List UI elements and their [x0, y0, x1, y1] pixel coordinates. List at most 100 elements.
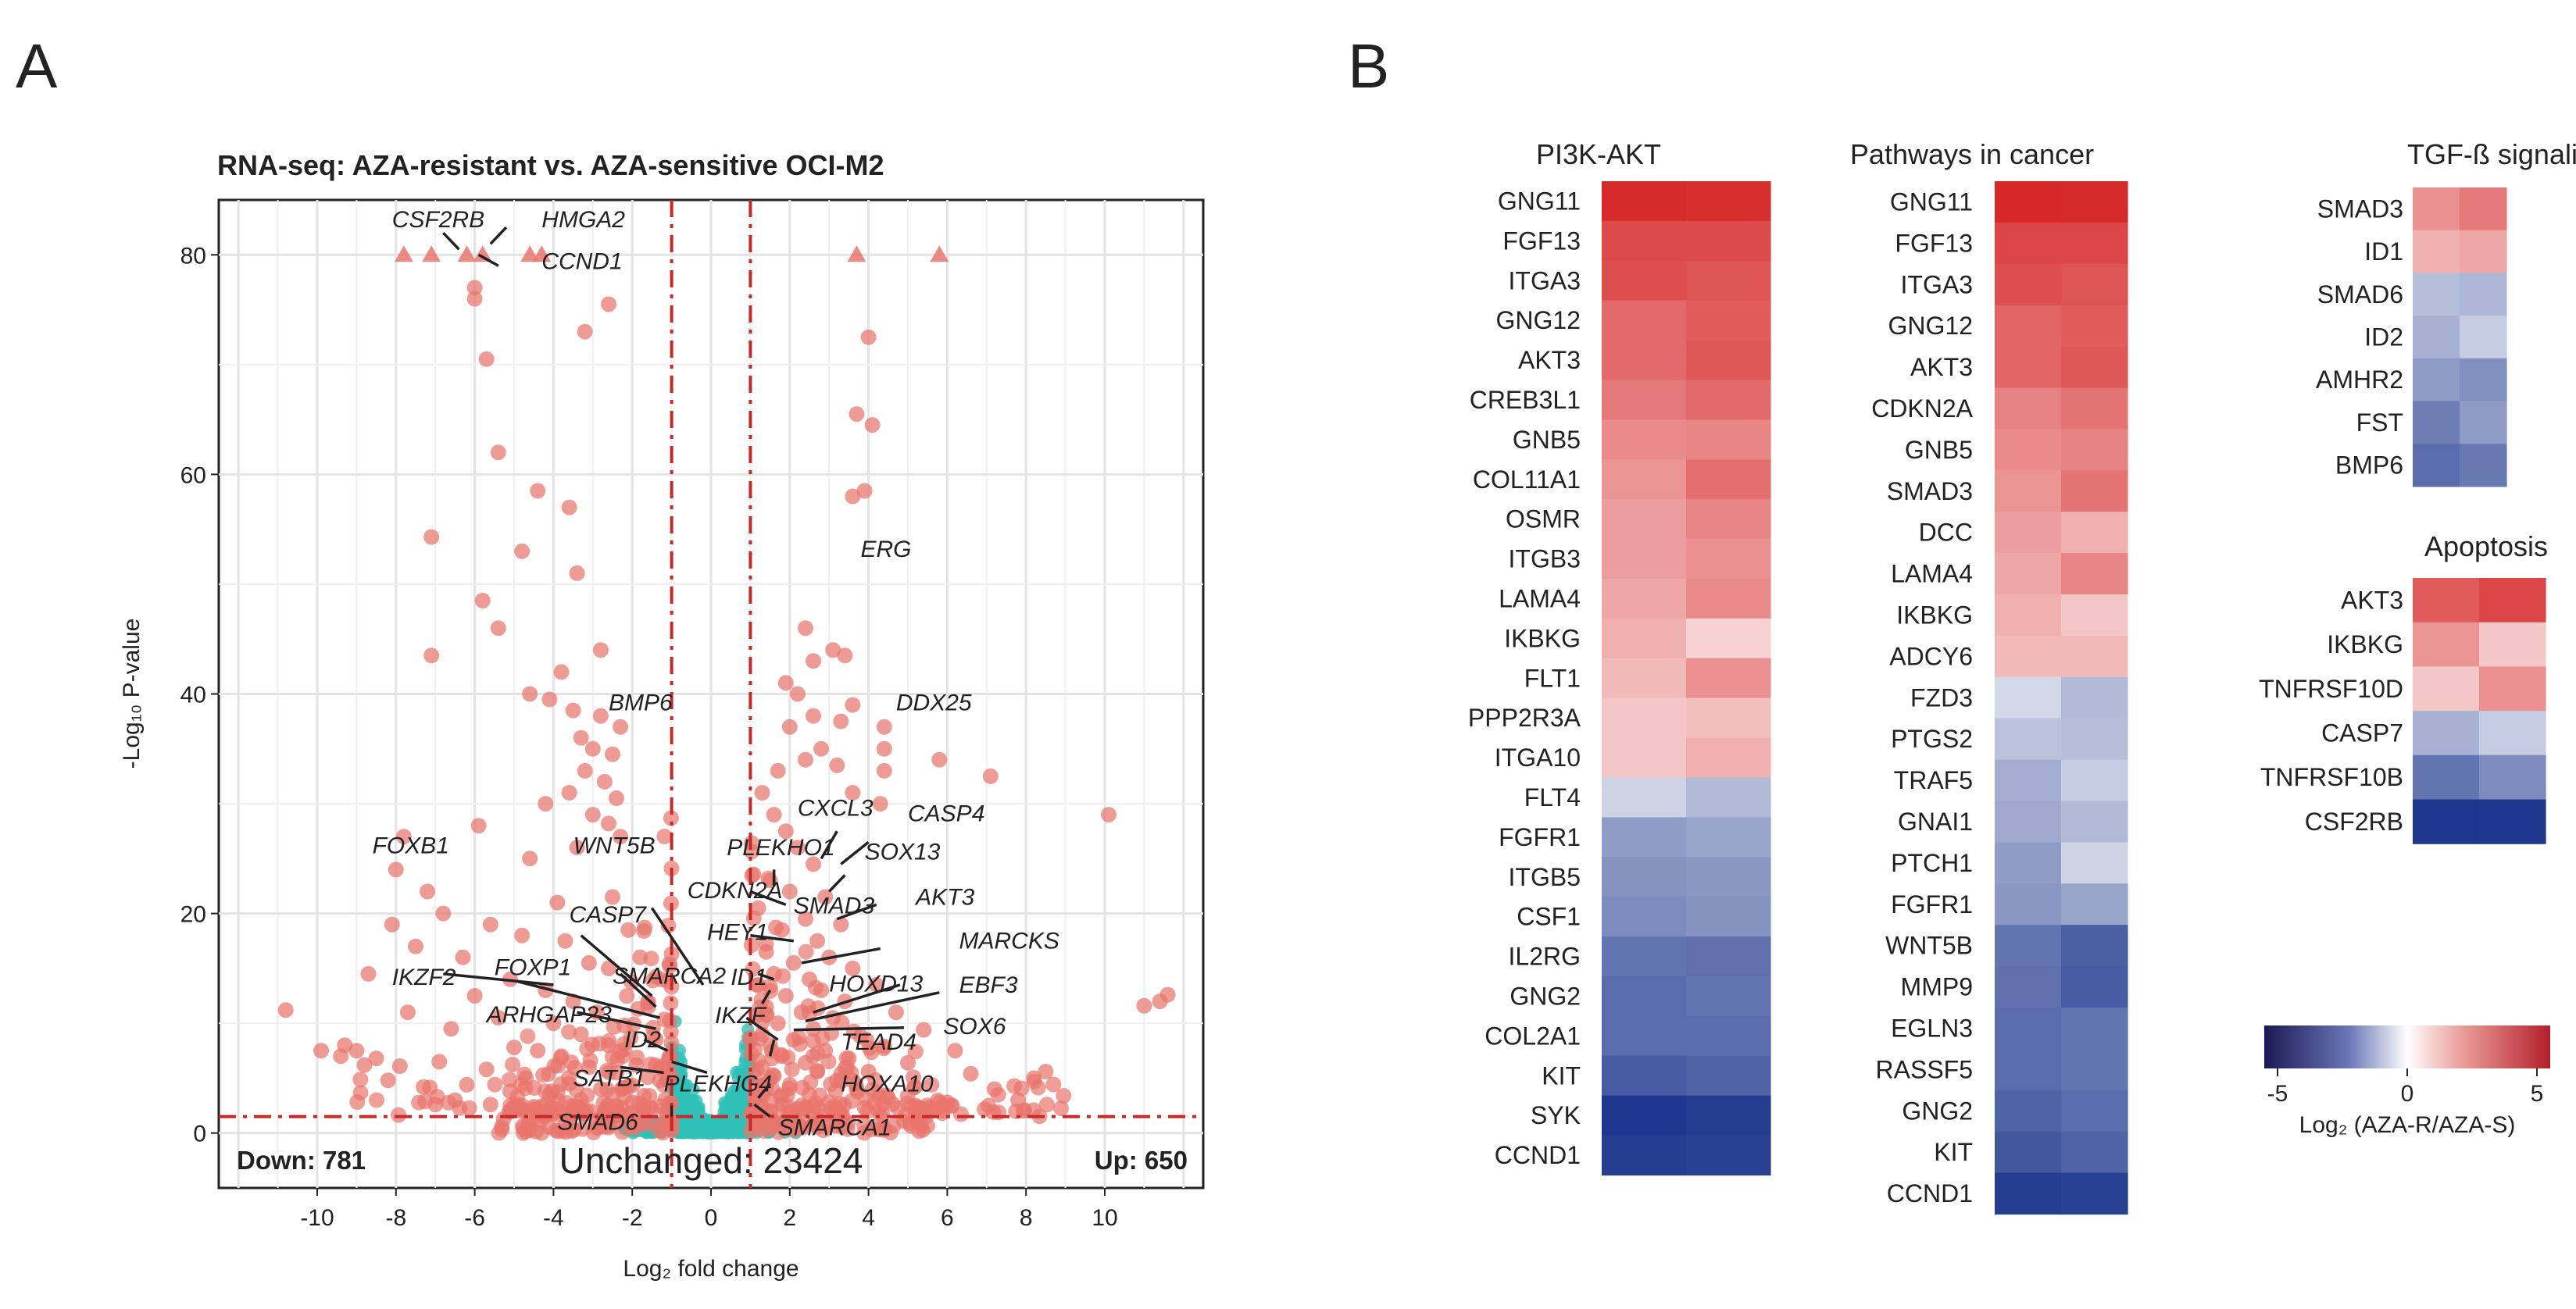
significant-point — [1152, 993, 1168, 1010]
heatmap-cell — [2413, 316, 2460, 359]
significant-point — [947, 1043, 963, 1059]
colorbar: -5 0 5 Log₂ (AZA-R/AZA-S) — [2264, 1025, 2550, 1138]
significant-point — [829, 757, 845, 773]
significant-point — [766, 807, 782, 823]
significant-point — [368, 1050, 384, 1067]
heatmap-cell — [2061, 594, 2128, 637]
significant-point — [494, 1118, 510, 1135]
heatmap-cell — [1686, 1015, 1771, 1057]
significant-point — [505, 1057, 520, 1072]
heatmap-cell — [1995, 263, 2062, 306]
heatmap-row-label: GNG11 — [1498, 187, 1581, 215]
heatmap-cell — [1602, 539, 1687, 580]
heatmap-cell — [1995, 966, 2062, 1008]
significant-point — [550, 1058, 566, 1074]
significant-point — [798, 751, 813, 768]
significant-point — [411, 1094, 427, 1111]
heatmap-cell — [2460, 316, 2507, 359]
heatmap-row-label: CSF1 — [1517, 903, 1581, 931]
unchanged-point — [730, 1082, 743, 1095]
significant-point — [806, 708, 821, 724]
heatmap-cell — [2061, 1048, 2128, 1091]
heatmap-cell — [1686, 737, 1771, 779]
significant-point — [643, 951, 659, 967]
significant-point — [800, 998, 816, 1015]
significant-point — [605, 889, 620, 905]
significant-point — [663, 1068, 680, 1084]
heatmap-row-label: FGFR1 — [1891, 890, 1973, 918]
leader-line — [820, 830, 838, 860]
significant-point — [601, 960, 616, 976]
significant-point — [864, 417, 881, 433]
significant-point — [592, 708, 609, 724]
significant-point — [833, 916, 849, 933]
leader-line — [517, 980, 660, 1019]
heatmap-row-label: SMAD3 — [2317, 194, 2403, 223]
unchanged-point — [677, 1120, 690, 1132]
heatmap-cell — [2460, 444, 2507, 487]
significant-point — [817, 889, 834, 905]
heatmap-cell — [1995, 512, 2062, 554]
significant-point — [1056, 1088, 1072, 1104]
significant-point — [609, 790, 624, 806]
heatmap-cell — [2061, 966, 2128, 1008]
y-tick-label: 40 — [180, 683, 206, 708]
significant-point — [824, 1025, 840, 1041]
significant-point — [395, 829, 412, 845]
significant-point — [653, 972, 670, 988]
significant-point — [798, 1099, 814, 1115]
significant-point — [565, 702, 581, 719]
significant-point — [514, 543, 531, 559]
heatmap-row-label: PPP2R3A — [1468, 704, 1581, 732]
heatmap-cell — [1995, 222, 2062, 265]
gene-label: SATB1 — [573, 1065, 646, 1091]
grid — [219, 200, 1203, 1188]
leader-line — [650, 907, 705, 986]
significant-point — [798, 943, 814, 960]
heatmap-apoptosis: Apoptosis AKT3 IKBKG TNFRSF10D CASP7 TNFRSF10… — [2259, 530, 2548, 844]
heatmap-cell — [1686, 936, 1771, 977]
significant-point — [860, 329, 877, 345]
heatmap-cell — [2479, 754, 2546, 801]
significant-point — [806, 653, 821, 669]
capped-point — [520, 245, 540, 262]
leader-line — [643, 1038, 669, 1052]
heatmap-cell — [1602, 579, 1687, 619]
heatmap-cell — [1995, 1172, 2062, 1215]
heatmap-cell — [1686, 1095, 1771, 1136]
significant-point — [360, 965, 377, 982]
y-tick-label: 0 — [193, 1122, 206, 1147]
significant-point — [609, 1051, 625, 1068]
heatmap-cell — [1686, 976, 1771, 1017]
significant-point — [568, 1082, 584, 1098]
significant-point — [773, 1088, 789, 1104]
leader-line — [757, 972, 775, 981]
significant-point — [538, 796, 554, 812]
capped-point — [532, 245, 552, 262]
significant-point — [531, 1103, 547, 1119]
heatmap-cell — [1602, 737, 1687, 779]
heatmap-cell — [2479, 799, 2546, 844]
significant-point — [478, 351, 495, 367]
capped-point — [930, 245, 949, 262]
significant-point — [530, 1043, 546, 1059]
heatmap-cell — [2061, 222, 2128, 265]
significant-point — [900, 1054, 916, 1071]
significant-point — [990, 1086, 1006, 1103]
significant-point — [333, 1048, 349, 1065]
significant-point — [502, 1072, 518, 1088]
gene-label: FOXP1 — [495, 954, 571, 980]
heatmap-cell — [1602, 419, 1687, 460]
significant-point — [845, 488, 861, 505]
heatmap-cell — [2460, 401, 2507, 444]
capped-point — [457, 245, 477, 262]
unchanged-point — [687, 1083, 700, 1097]
y-axis-ticks: 0 20 40 60 80 — [180, 243, 219, 1147]
significant-point — [833, 1073, 849, 1090]
significant-point — [522, 686, 538, 702]
significant-point — [662, 1012, 678, 1029]
significant-point — [388, 861, 404, 878]
heatmap-cell — [2061, 387, 2128, 430]
heatmap-cell — [2479, 578, 2546, 623]
